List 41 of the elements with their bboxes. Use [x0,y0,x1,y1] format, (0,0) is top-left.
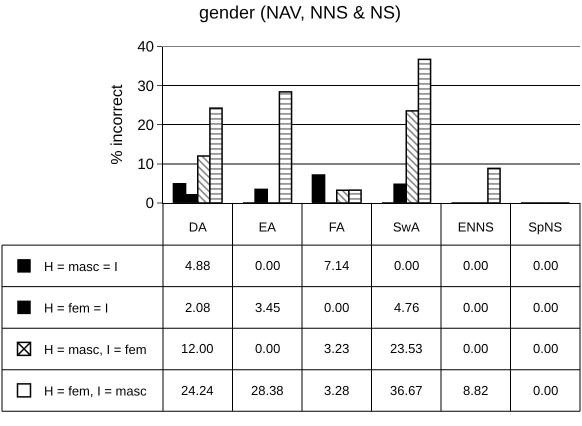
data-label: 0.00 [394,258,420,273]
data-label: 28.38 [251,383,284,398]
legend-label: H = masc, I = fem [44,342,147,357]
data-label: 0.00 [463,300,488,315]
y-tick-label: 30 [137,78,154,95]
chart-title: gender (NAV, NNS & NS) [198,2,402,22]
x-tick-label: EA [258,220,276,234]
y-tick-label: 20 [137,116,154,134]
y-tick-label: 0 [146,195,154,212]
data-label: 3.23 [324,341,350,356]
x-tick-label: FA [328,220,346,234]
data-label: 0.00 [255,258,280,273]
y-axis-title: % incorrect [109,84,126,165]
data-label: 4.88 [185,258,210,273]
data-label: 36.67 [390,383,423,398]
data-label: 2.08 [185,300,210,315]
data-label: 4.76 [394,300,420,315]
data-label: 12.00 [181,341,214,356]
legend-label: H = masc = I [44,258,118,274]
data-label: 0.00 [463,341,488,356]
x-tick-label: ENNS [458,220,494,234]
y-tick-label: 40 [137,38,154,56]
x-tick-label: DA [188,220,208,234]
data-label: 7.14 [324,258,350,273]
data-label: 0.00 [533,383,558,398]
data-label: 3.45 [255,300,280,315]
data-label: 0.00 [533,341,558,356]
data-label: 24.24 [181,383,214,398]
data-label: 23.53 [390,341,423,356]
data-label: 3.28 [324,383,350,398]
legend-label: H = fem = I [44,300,108,316]
data-label: 0.00 [533,258,558,273]
legend-label: H = fem, I = masc [44,383,148,398]
data-label: 0.00 [533,300,558,315]
data-label: 0.00 [255,341,280,356]
y-tick-label: 10 [137,156,154,174]
x-tick-label: SwA [392,220,420,234]
data-label: 8.82 [463,383,488,398]
x-tick-label: SpNS [528,220,563,234]
data-label: 0.00 [463,258,488,273]
data-label: 0.00 [324,300,350,315]
